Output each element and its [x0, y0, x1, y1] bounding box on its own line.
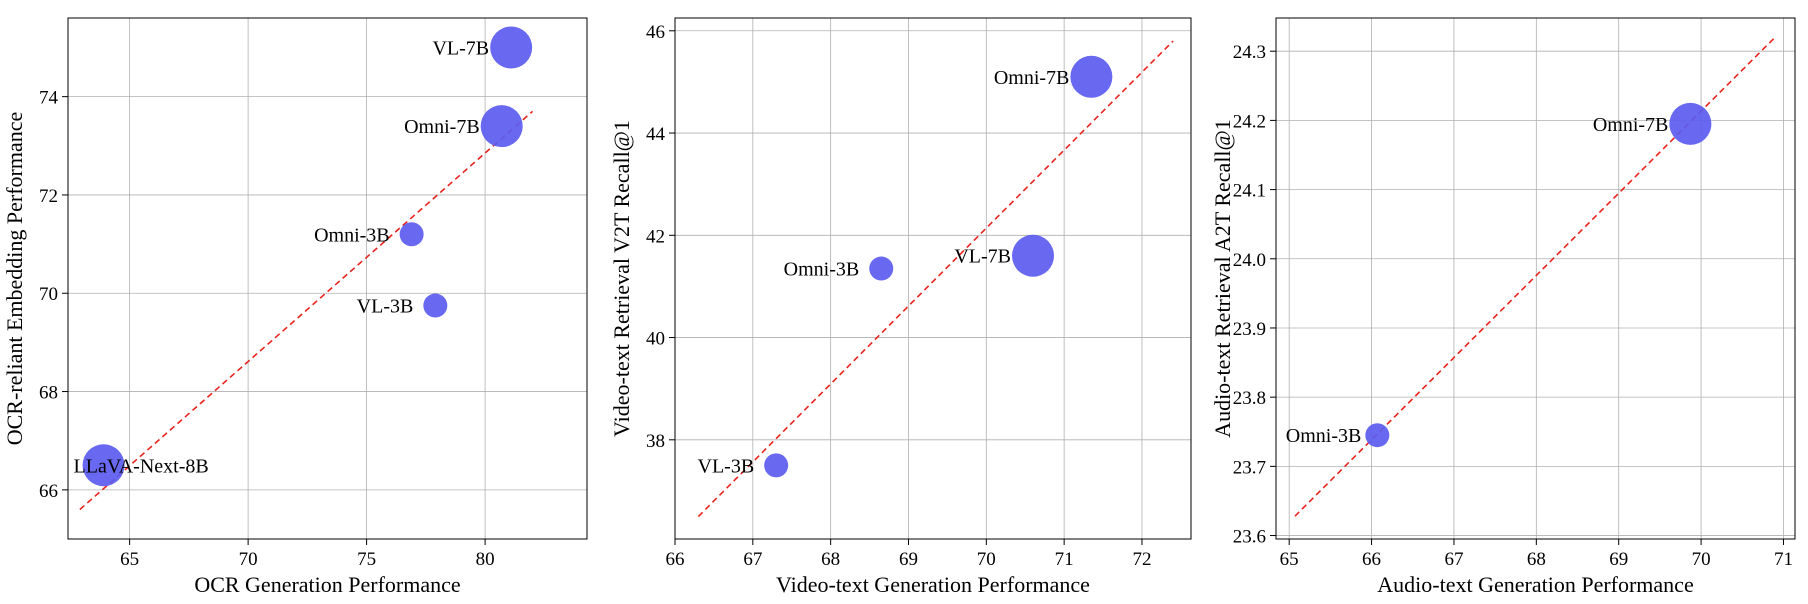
y-tick-label: 68 — [39, 383, 58, 404]
y-tick-label: 24.1 — [1233, 181, 1266, 202]
point-label: VL-3B — [698, 455, 755, 477]
x-tick-label: 65 — [1280, 549, 1299, 570]
x-tick-label: 67 — [743, 549, 762, 570]
y-tick-label: 23.6 — [1233, 527, 1266, 548]
y-tick-label: 46 — [646, 22, 665, 43]
plot-frame — [1275, 17, 1796, 540]
point-label: VL-7B — [432, 37, 489, 59]
y-axis-title: OCR-reliant Embedding Performance — [2, 112, 27, 446]
y-axis-title: Audio-text Retrieval A2T Recall@1 — [1210, 119, 1235, 438]
x-tick-label: 70 — [239, 549, 258, 570]
point-label: VL-7B — [954, 246, 1011, 268]
point-label: LLaVA-Next-8B — [74, 455, 209, 477]
y-tick-label: 38 — [646, 431, 665, 452]
x-axis-title: Audio-text Generation Performance — [1377, 572, 1693, 597]
chart-panel-2: 66 67 68 69 70 71 72 38 40 42 44 46 Omni-7B Omni-3B VL… — [609, 17, 1192, 597]
x-tick-label: 68 — [821, 549, 840, 570]
x-tick-label: 68 — [1527, 549, 1546, 570]
y-tick-label: 23.8 — [1233, 388, 1266, 409]
plot-frame — [674, 17, 1192, 540]
point-label: Omni-7B — [994, 67, 1070, 89]
data-point — [480, 105, 523, 148]
y-tick-label: 70 — [39, 284, 58, 305]
chart-panel-3: 65 66 67 68 69 70 71 23.6 23.7 23.8 23.9 24.0 24.1 24… — [1210, 17, 1796, 597]
x-tick-label: 72 — [1132, 549, 1151, 570]
y-tick-label: 24.0 — [1233, 250, 1266, 271]
point-label: Omni-7B — [404, 116, 480, 138]
x-axis-title: Video-text Generation Performance — [776, 572, 1090, 597]
data-point — [869, 256, 894, 281]
y-axis-title: Video-text Retrieval V2T Recall@1 — [609, 120, 634, 437]
x-tick-label: 69 — [1609, 549, 1628, 570]
y-tick-label: 24.2 — [1233, 111, 1266, 132]
x-tick-label: 67 — [1444, 549, 1463, 570]
x-tick-label: 71 — [1774, 549, 1793, 570]
trend-line — [697, 40, 1174, 518]
data-point — [1070, 55, 1113, 98]
y-tick-label: 44 — [646, 124, 666, 145]
point-label: Omni-3B — [1286, 425, 1362, 447]
y-tick-label: 40 — [646, 329, 665, 350]
x-tick-label: 66 — [666, 549, 685, 570]
point-label: Omni-3B — [784, 259, 860, 281]
x-tick-label: 75 — [357, 549, 376, 570]
data-point — [399, 222, 424, 247]
x-tick-label: 80 — [476, 549, 495, 570]
data-point — [82, 444, 125, 487]
y-tick-label: 72 — [39, 186, 58, 207]
y-tick-label: 24.3 — [1233, 42, 1266, 63]
data-point — [490, 26, 533, 69]
x-axis-title: OCR Generation Performance — [194, 572, 460, 597]
x-tick-label: 70 — [977, 549, 996, 570]
point-label: Omni-7B — [1593, 114, 1669, 136]
y-tick-label: 74 — [39, 88, 59, 109]
data-point — [1669, 102, 1712, 145]
x-tick-label: 69 — [899, 549, 918, 570]
y-tick-label: 23.7 — [1233, 457, 1266, 478]
y-tick-label: 66 — [39, 481, 58, 502]
x-tick-label: 70 — [1692, 549, 1711, 570]
y-tick-label: 23.9 — [1233, 319, 1266, 340]
chart-panel-1: 65 70 75 80 66 68 70 72 74 VL-7B Omni-7B Omni-3B VL-… — [2, 17, 588, 597]
point-label: Omni-3B — [314, 224, 390, 246]
y-tick-label: 42 — [646, 226, 665, 247]
x-tick-label: 71 — [1055, 549, 1074, 570]
data-point — [764, 453, 789, 478]
data-point — [1012, 234, 1055, 277]
data-point — [1365, 423, 1390, 448]
x-tick-label: 66 — [1362, 549, 1381, 570]
x-tick-label: 65 — [120, 549, 139, 570]
point-label: VL-3B — [357, 296, 414, 318]
plot-frame — [67, 17, 588, 540]
trend-line — [79, 110, 534, 511]
data-point — [423, 293, 448, 318]
